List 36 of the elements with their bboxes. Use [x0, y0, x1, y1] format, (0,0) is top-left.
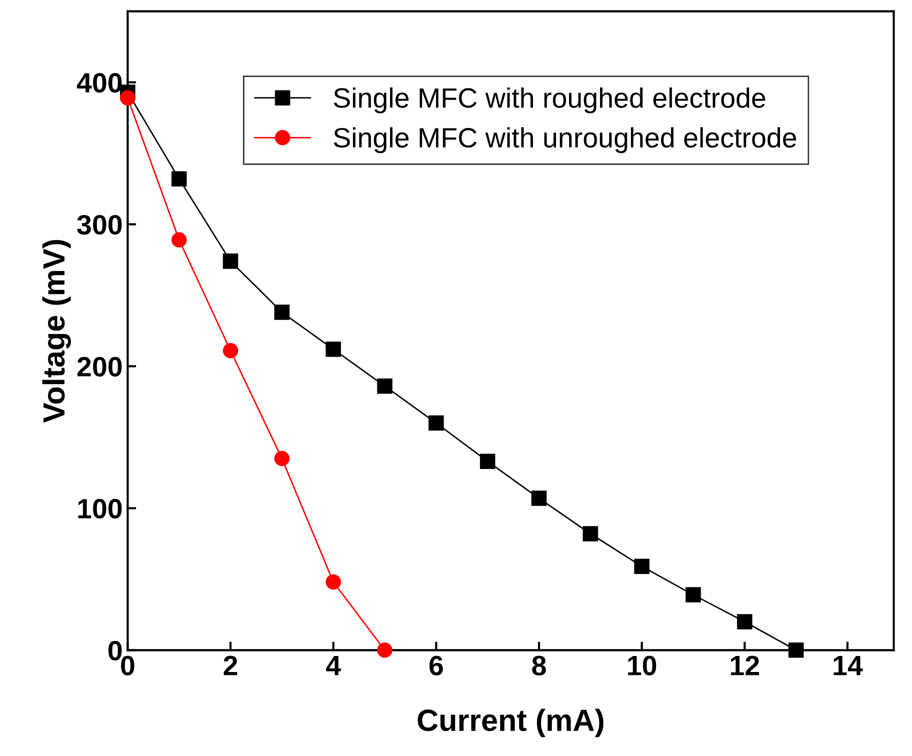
point: [377, 642, 392, 658]
point: [171, 232, 187, 248]
y-tick-label: 100: [78, 498, 122, 519]
point: [326, 574, 341, 590]
point: [531, 490, 547, 506]
x-tick-label: 6: [429, 656, 443, 676]
x-tick-label: 0: [121, 656, 134, 676]
y-axis-title: Voltage (mV): [42, 240, 71, 423]
point: [582, 526, 598, 542]
x-tick-label: 2: [224, 656, 238, 676]
x-tick-label: 10: [628, 656, 656, 676]
point: [326, 342, 341, 357]
legend-label: Single MFC with roughed electrode: [334, 87, 766, 114]
point: [222, 342, 238, 358]
legend-label: Single MFC with unroughed electrode: [334, 127, 796, 154]
point: [737, 614, 752, 630]
x-tick-label: 12: [730, 656, 759, 676]
x-axis-title: Current (mA): [418, 708, 604, 738]
point: [274, 450, 290, 466]
point: [788, 642, 804, 658]
point: [686, 587, 701, 602]
point: [120, 90, 136, 106]
y-tick-label: 300: [77, 214, 122, 235]
point: [274, 304, 290, 320]
point: [171, 171, 187, 186]
y-tick-label: 400: [76, 72, 122, 93]
y-tick-label: 0: [108, 640, 122, 660]
y-tick-label: 200: [77, 356, 122, 377]
point: [377, 378, 392, 394]
point: [428, 415, 444, 431]
x-tick-label: 8: [532, 656, 546, 676]
point: [634, 558, 650, 574]
point: [480, 454, 496, 469]
point: [222, 254, 238, 269]
x-tick-label: 4: [326, 656, 341, 676]
x-tick-label: 14: [834, 656, 863, 676]
